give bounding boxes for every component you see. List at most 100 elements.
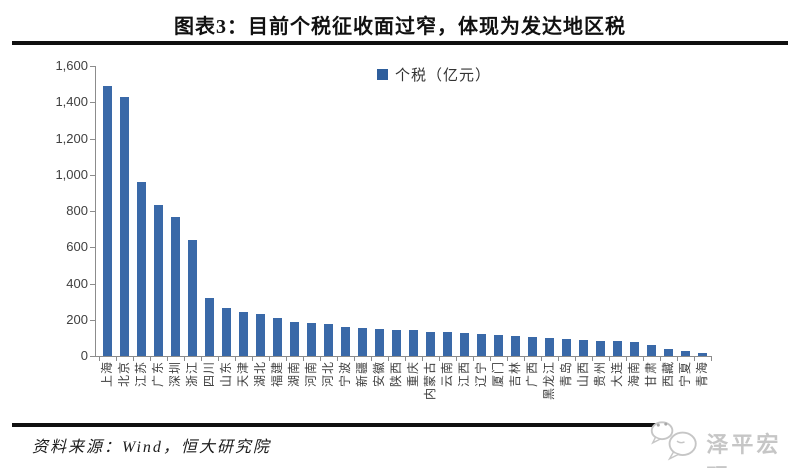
y-axis (95, 66, 96, 357)
y-axis-label: 1,400 (55, 94, 88, 110)
x-axis-label: 贵州 (593, 361, 607, 388)
x-axis-tick (234, 357, 236, 361)
bar (204, 298, 214, 356)
bar (187, 240, 197, 356)
bar (459, 333, 469, 356)
bar (493, 335, 503, 356)
bar (357, 328, 367, 356)
x-axis-label: 重庆 (406, 361, 420, 388)
x-axis-label: 陕西 (389, 361, 403, 388)
top-divider (12, 41, 788, 45)
y-axis-label: 400 (66, 275, 88, 291)
x-axis-label: 广东 (151, 361, 165, 388)
x-axis-label: 吉林 (508, 361, 522, 388)
x-axis-tick (557, 357, 559, 361)
x-axis-tick (574, 357, 576, 361)
legend: 个税（亿元） (377, 64, 491, 85)
x-axis-label: 山东 (219, 361, 233, 388)
x-axis-label: 西藏 (661, 361, 675, 388)
y-axis-label: 800 (66, 203, 88, 218)
x-axis-label: 浙江 (185, 361, 199, 388)
bar (221, 308, 231, 356)
x-axis-label: 安徽 (372, 361, 386, 388)
x-axis-tick (608, 357, 610, 361)
x-axis-tick (132, 357, 134, 361)
x-axis-label: 厦门 (491, 361, 505, 388)
y-axis-tick (90, 211, 95, 212)
legend-swatch (377, 69, 388, 80)
x-axis-label: 青岛 (559, 361, 573, 388)
bar (289, 322, 299, 356)
y-axis-tick (90, 356, 95, 357)
x-axis-label: 黑龙江 (542, 361, 556, 401)
x-axis-label: 江苏 (134, 361, 148, 388)
bar (170, 217, 180, 356)
x-axis-label: 云南 (440, 361, 454, 388)
bar (119, 97, 129, 356)
bar (408, 330, 418, 356)
x-axis-label: 福建 (270, 361, 284, 388)
bar (697, 353, 707, 356)
x-axis-tick (676, 357, 678, 361)
x-axis-tick (438, 357, 440, 361)
y-axis-label: 0 (80, 348, 88, 363)
brand-name: 泽平宏观 (706, 432, 782, 468)
brand-watermark: 泽平宏观 (648, 419, 800, 468)
bar (323, 324, 333, 356)
x-axis-tick (217, 357, 219, 361)
x-axis-label: 江西 (457, 361, 471, 388)
bar (391, 330, 401, 356)
x-axis-tick (710, 357, 712, 361)
x-axis-label: 四川 (202, 361, 216, 388)
y-axis-tick (90, 283, 95, 285)
bottom-divider (12, 423, 658, 427)
x-axis-tick (370, 357, 372, 361)
bar (476, 334, 486, 356)
y-axis-label: 1,000 (55, 166, 88, 182)
x-axis-tick (659, 357, 661, 361)
chart-title: 图表3：目前个税征收面过窄，体现为发达地区税 (174, 16, 626, 38)
x-axis-tick (591, 357, 593, 361)
y-axis-tick (90, 247, 95, 249)
bar (646, 345, 656, 356)
bar (561, 339, 571, 356)
bar (663, 349, 673, 356)
x-axis-tick (336, 357, 338, 361)
bar (578, 340, 588, 356)
bar (442, 332, 452, 356)
x-axis-label: 深圳 (168, 361, 182, 388)
x-axis-label: 宁夏 (678, 361, 692, 388)
bar (255, 314, 265, 356)
y-axis-label: 1,200 (55, 130, 88, 146)
x-axis-label: 大连 (610, 361, 624, 388)
y-axis-label: 1,600 (55, 58, 88, 73)
source-note: 资料来源：Wind，恒大研究院 (32, 439, 271, 456)
bar (527, 337, 537, 356)
x-axis-label: 湖南 (287, 361, 301, 388)
x-axis-tick (251, 357, 253, 361)
x-axis-label: 山西 (576, 361, 590, 388)
y-axis-tick (90, 138, 95, 140)
bar (238, 312, 248, 356)
x-axis-label: 内蒙古 (423, 361, 437, 401)
y-axis-tick (90, 319, 95, 321)
bar (425, 332, 435, 356)
x-axis-tick (319, 357, 321, 361)
y-axis-tick (90, 66, 95, 67)
y-axis-label: 200 (66, 311, 88, 327)
x-axis-tick (353, 357, 355, 361)
x-axis-tick (506, 357, 508, 361)
bar (153, 205, 163, 356)
legend-label: 个税（亿元） (395, 68, 492, 84)
y-axis-label: 600 (66, 239, 88, 255)
x-axis-tick (166, 357, 168, 361)
chat-bubbles-icon (650, 421, 697, 461)
x-axis-tick (200, 357, 202, 361)
x-axis-tick (489, 357, 491, 361)
x-axis-label: 甘肃 (644, 361, 658, 388)
x-axis-tick (523, 357, 525, 361)
x-axis-label: 河北 (321, 361, 335, 388)
bar (612, 341, 622, 356)
x-axis-label: 海南 (627, 361, 641, 388)
x-axis-label: 天津 (236, 361, 250, 388)
